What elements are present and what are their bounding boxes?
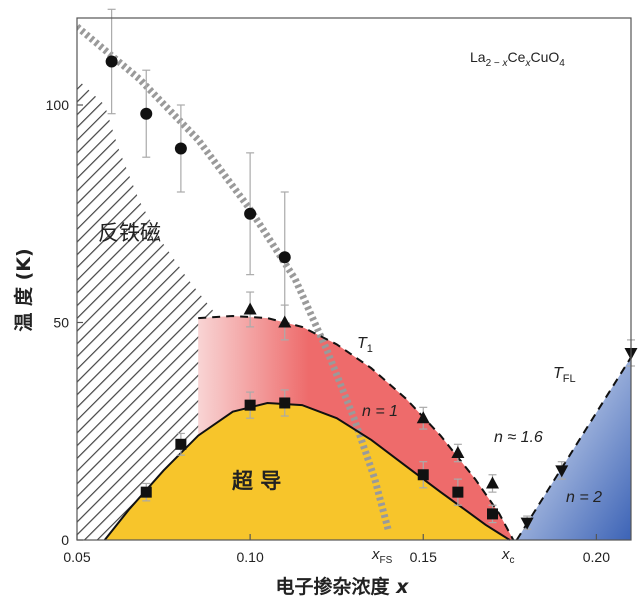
circle-data-point [105, 55, 118, 68]
t1-dashed-curve [198, 314, 515, 541]
chart-title-formula: La2 − xCexCuO4 [470, 49, 565, 69]
triangle-up-data-point [416, 411, 430, 424]
triangle-up-data-point [278, 315, 292, 328]
y-tick-label: 0 [61, 532, 69, 548]
xfs-dashed-boundary-line [77, 24, 392, 533]
xc-axis-marker-label: xc [501, 546, 515, 566]
tfl-label: TFL [553, 365, 576, 385]
y-tick-label: 50 [53, 315, 69, 331]
triangle-up-data-point [243, 302, 257, 315]
x-axis-label: 电子掺杂浓度 x [276, 575, 410, 598]
tfl-dashed-line [515, 356, 632, 541]
square-data-point [279, 397, 291, 409]
plot-frame [76, 17, 632, 541]
n-equals-1-label: n = 1 [362, 403, 398, 420]
square-data-point [244, 399, 256, 411]
antiferromagnetic-hatched-region [77, 78, 237, 540]
triangle-up-data-point [486, 476, 499, 489]
square-data-point [452, 486, 464, 498]
x-tick-label: 0.10 [237, 549, 264, 565]
n-approx-1-6-label: n ≈ 1.6 [494, 429, 543, 446]
t1-label: T1 [357, 335, 373, 355]
x-tick-label: 0.20 [583, 549, 610, 565]
square-data-point [140, 486, 152, 498]
tc-dome-curve [103, 401, 511, 541]
triangle-down-data-point [555, 465, 569, 478]
superconducting-region-label: 超 导 [232, 469, 281, 493]
antiferromagnetic-region-label: 反铁磁 [98, 221, 161, 245]
triangle-down-data-point [520, 517, 534, 530]
circle-data-point [174, 142, 187, 155]
y-axis-label: 温 度 (K) [12, 248, 35, 331]
fermi-liquid-shaded-region [516, 357, 631, 540]
square-data-point [487, 508, 498, 520]
circle-data-point [278, 251, 291, 264]
n-equals-2-label: n = 2 [566, 489, 602, 506]
x-tick-label: 0.15 [410, 549, 437, 565]
triangle-up-data-point [451, 446, 465, 458]
y-tick-label: 100 [46, 97, 70, 113]
square-data-point [417, 469, 429, 481]
circle-data-point [140, 107, 153, 120]
square-data-point [175, 438, 187, 450]
superconducting-dome-region [104, 403, 510, 540]
xfs-axis-marker-label: xFS [371, 546, 393, 566]
circle-data-point [244, 207, 257, 220]
x-tick-label: 0.05 [63, 549, 90, 565]
